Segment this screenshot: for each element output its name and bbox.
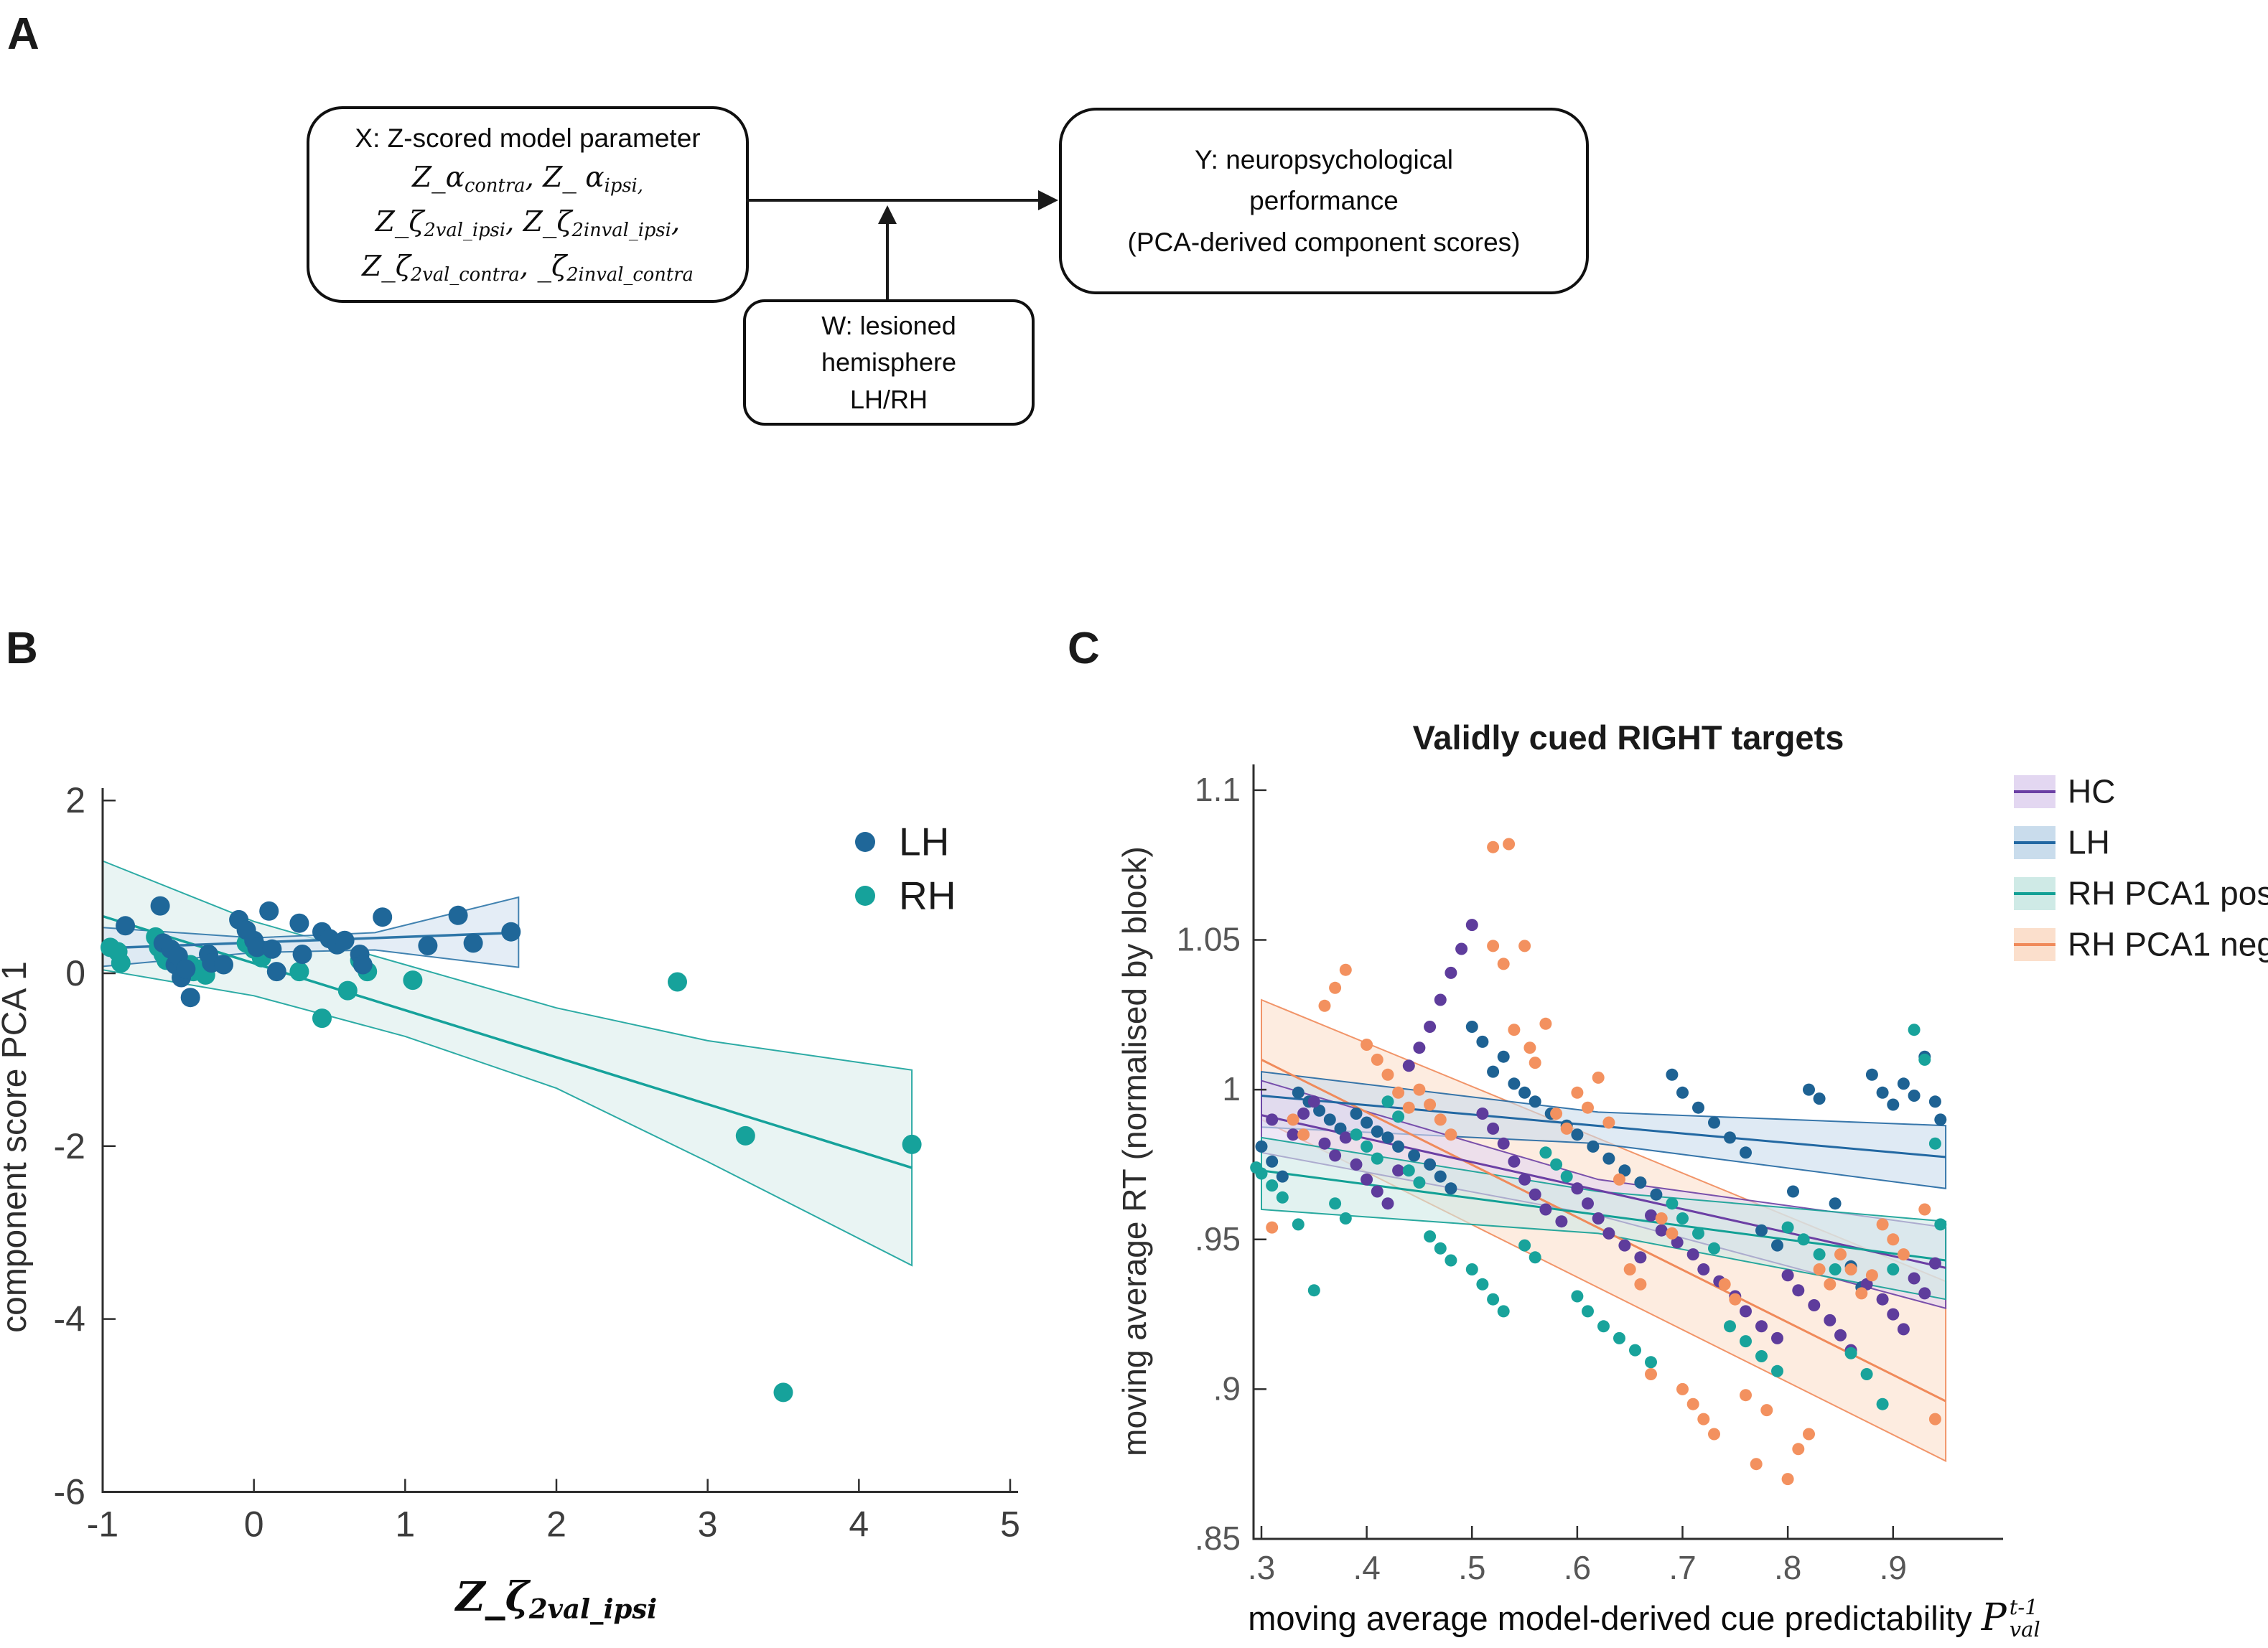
x-tick-label: 2 [546, 1504, 566, 1545]
x-tick-label: .7 [1669, 1549, 1696, 1586]
moderator-box-line-2: hemisphere [821, 347, 957, 378]
math-subscript: ipsi, [604, 175, 643, 197]
x-tick-label: .6 [1564, 1549, 1591, 1586]
panel-b-label: B [6, 624, 38, 673]
points-RH PCA1 neg. [1266, 838, 1941, 1486]
math-base: , Z_ζ [505, 205, 572, 238]
rt-chart-xlabel-math-base: P [1981, 1596, 2007, 1639]
predictor-box-title: X: Z-scored model parameter [355, 123, 701, 153]
y-axis-label: component score PCA 1 [0, 961, 34, 1333]
math-subscript: 2inval_ipsi [571, 220, 671, 242]
moderator-box: W: lesioned hemisphere LH/RH [743, 299, 1035, 426]
w-to-path-arrow-shaft [886, 223, 889, 299]
y-tick-label: 2 [65, 780, 85, 820]
y-tick-label: 0 [65, 953, 85, 993]
math-subscript: 2val_ipsi [424, 220, 506, 242]
predictor-math-line-1: Z_αcontra, Z_ αipsi, [412, 156, 643, 201]
legend-label-HC: HC [2068, 773, 2115, 810]
math-base: Z_ζ [375, 205, 424, 238]
outcome-box-line-1: Y: neuropsychological [1195, 144, 1453, 174]
y-tick-label: .95 [1195, 1220, 1241, 1258]
math-base: , _ζ [519, 251, 567, 283]
legend-marker-LH [855, 832, 875, 852]
rt-chart-xlabel-math-sub: val [2009, 1616, 2040, 1642]
outcome-box-line-3: (PCA-derived component scores) [1127, 227, 1521, 257]
outcome-box: Y: neuropsychological performance (PCA-d… [1059, 108, 1589, 294]
x-tick-label: -1 [87, 1504, 118, 1545]
math-base: , Z_ α [525, 161, 605, 194]
legend: HC LH RH PCA1 pos. RH PCA1 neg. [2014, 773, 2268, 963]
legend-label-LH: LH [899, 820, 949, 864]
x-tick-label: 3 [698, 1504, 718, 1545]
axes: -1 0 1 2 3 4 5 2 0 -2 -4 -6 [54, 780, 1020, 1544]
predictor-math-line-3: Z_ζ2val_contra, _ζ2inval_contra [362, 245, 694, 290]
x-tick-label: 4 [849, 1504, 869, 1545]
y-tick-label: .85 [1195, 1520, 1241, 1557]
points-LH [116, 896, 521, 1008]
axes: .3 .4 .5 .6 .7 .8 .9 1.1 1.05 1 .95 .9 .85 [1176, 764, 2003, 1586]
fit-line-LH [1261, 1095, 1946, 1158]
y-tick-label: -4 [54, 1299, 85, 1339]
math-subscript: 2inval_contra [566, 264, 694, 286]
y-axis-label: moving average RT (normalised by block) [1116, 846, 1153, 1456]
math-subscript: 2val_contra [410, 264, 520, 286]
y-tick-label: -6 [54, 1471, 85, 1512]
x-tick-label: .5 [1458, 1549, 1485, 1586]
fit-line-HC [1261, 1114, 1946, 1269]
pca-chart-xlabel: Z_ζ2val_ipsi [0, 1573, 1113, 1624]
fit-line-RH [102, 914, 913, 1169]
legend-label-RH PCA1 pos.: RH PCA1 pos. [2068, 875, 2268, 912]
rt-chart-xlabel: moving average model-derived cue predict… [1070, 1596, 2218, 1643]
scatter-points [1250, 838, 1947, 1486]
predictor-math-line-2: Z_ζ2val_ipsi, Z_ζ2inval_ipsi, [375, 201, 681, 245]
y-tick-label: 1 [1222, 1070, 1241, 1108]
panel-a-label: A [7, 9, 39, 59]
math-base: Z_ζ [362, 251, 411, 283]
y-tick-label: 1.05 [1176, 921, 1241, 958]
x-tick-label: 5 [1000, 1504, 1020, 1545]
x-tick-label: 0 [244, 1504, 264, 1545]
confidence-bands [102, 860, 913, 1267]
x-to-y-arrow-shaft [746, 199, 1040, 202]
points-LH [1255, 1021, 1947, 1293]
math-base: Z_ζ [455, 1573, 529, 1621]
x-tick-label: .4 [1353, 1549, 1380, 1586]
predictor-box: X: Z-scored model parameter Z_αcontra, Z… [307, 106, 749, 303]
x-to-y-arrow-head-icon [1038, 190, 1058, 210]
points-HC [1266, 919, 1941, 1357]
legend-label-RH PCA1 neg.: RH PCA1 neg. [2068, 926, 2268, 963]
points-RH PCA1 pos. [1250, 1024, 1947, 1410]
pca-scatter-chart: -1 0 1 2 3 4 5 2 0 -2 -4 -6 component score PCA 1 LH R… [0, 780, 1020, 1544]
math-subscript: contra [465, 175, 526, 197]
rt-chart-xlabel-text: moving average model-derived cue predict… [1248, 1599, 1972, 1637]
y-tick-label: -2 [54, 1126, 85, 1166]
y-tick-label: .9 [1213, 1370, 1241, 1407]
panel-c-label: C [1068, 624, 1100, 673]
x-tick-label: .8 [1774, 1549, 1801, 1586]
math-subscript: 2val_ipsi [528, 1593, 658, 1625]
legend: LH RH [855, 820, 956, 918]
math-base: , [671, 205, 681, 238]
legend-label-RH: RH [899, 874, 956, 918]
moderator-box-line-3: LH/RH [849, 384, 928, 414]
outcome-box-line-2: performance [1249, 186, 1399, 216]
scatter-points [101, 896, 922, 1403]
x-tick-label: 1 [395, 1504, 415, 1545]
x-tick-label: .9 [1880, 1549, 1907, 1586]
legend-label-LH: LH [2068, 824, 2110, 861]
chart-title: Validly cued RIGHT targets [1413, 718, 1844, 757]
rt-scatter-chart: .3 .4 .5 .6 .7 .8 .9 1.1 1.05 1 .95 .9 .85 moving ave… [1116, 718, 2268, 1586]
moderator-box-line-1: W: lesioned [821, 311, 956, 341]
rt-chart-xlabel-math-stack: t-1 val [2010, 1596, 2040, 1640]
rt-chart-xlabel-math-sup: t-1 [2009, 1595, 2038, 1620]
w-to-path-arrow-head-icon [878, 205, 897, 224]
x-tick-label: .3 [1248, 1549, 1275, 1586]
math-base: Z_α [412, 161, 465, 194]
y-tick-label: 1.1 [1195, 771, 1241, 808]
legend-marker-RH [855, 886, 875, 906]
